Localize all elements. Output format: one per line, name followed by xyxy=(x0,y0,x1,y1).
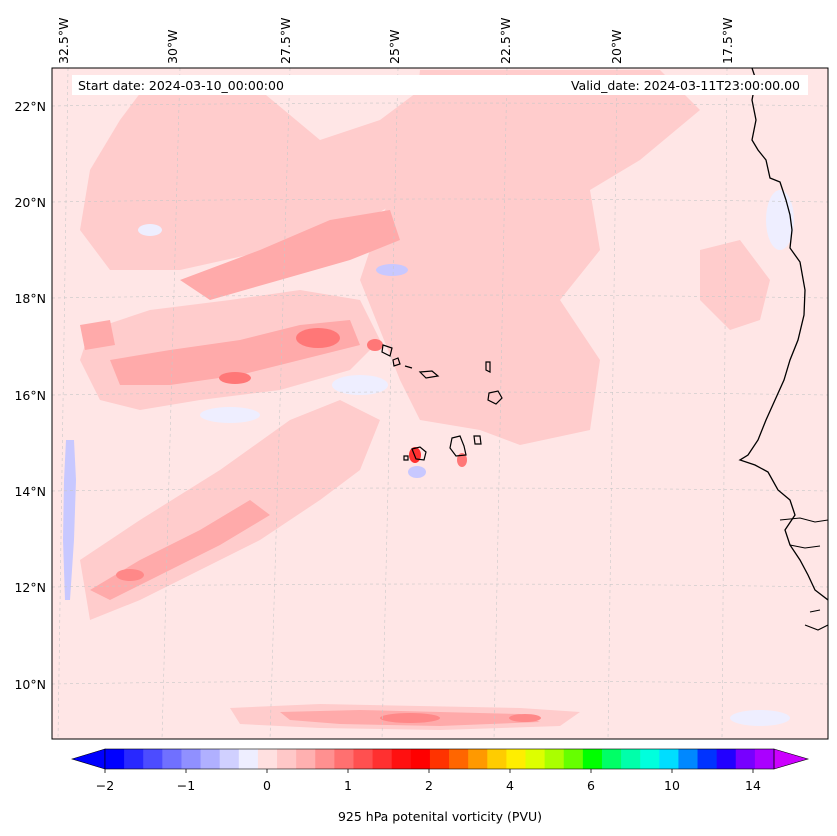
colorbar-cell xyxy=(124,749,144,769)
header-band xyxy=(72,75,808,95)
colorbar-cell xyxy=(238,749,259,769)
pv-field-mid-red-band-north xyxy=(180,210,400,300)
lat-label-2: 18°N xyxy=(14,291,46,306)
cb-tick-label-7: 10 xyxy=(664,778,680,793)
colorbar-cell xyxy=(659,749,679,769)
lat-label-3: 16°N xyxy=(14,388,46,403)
gridlines xyxy=(52,68,828,739)
pv-field-light-blue-1 xyxy=(332,375,388,395)
cb-tick-label-8: 14 xyxy=(745,778,761,793)
colorbar-cell xyxy=(601,749,622,769)
colorbar-cell xyxy=(544,749,565,769)
pv-field-strong-red-core-3 xyxy=(367,339,383,351)
cb-tick-label-0: −2 xyxy=(96,778,114,793)
cb-tick-label-1: −1 xyxy=(177,778,195,793)
colorbar-cell xyxy=(219,749,240,769)
colorbar-ticks xyxy=(104,769,754,773)
colorbar-cell xyxy=(181,749,202,769)
colorbar-cell xyxy=(563,749,584,769)
colorbar-cell xyxy=(468,749,488,769)
colorbar: −2 −1 0 1 2 4 6 10 14 925 hPa potenital … xyxy=(70,748,810,824)
longitude-labels: 32.5°W 30°W 27.5°W 25°W 22.5°W 20°W 17.5… xyxy=(56,18,735,64)
colorbar-cell xyxy=(525,749,546,769)
colorbar-title: 925 hPa potenital vorticity (PVU) xyxy=(338,809,542,824)
colorbar-cell xyxy=(143,749,163,769)
lon-label-5: 20°W xyxy=(609,29,624,64)
colorbar-cell xyxy=(754,749,775,769)
lon-label-0: 32.5°W xyxy=(56,18,71,64)
pv-field-strong-red-core-5 xyxy=(457,453,467,467)
lat-label-1: 20°N xyxy=(14,195,46,210)
colorbar-cell xyxy=(105,749,125,769)
colorbar-cell xyxy=(621,749,641,769)
lat-label-4: 14°N xyxy=(14,484,46,499)
cb-tick-label-5: 4 xyxy=(506,778,514,793)
pv-field-light-red-east-coast xyxy=(700,240,770,330)
colorbar-cell xyxy=(697,749,718,769)
pv-field-strong-red-core-7 xyxy=(509,714,541,722)
colorbar-cell xyxy=(315,749,335,769)
pv-field-light-blue-4 xyxy=(766,190,794,250)
colorbar-cell xyxy=(334,749,354,769)
pv-field-light-blue-3 xyxy=(730,710,790,726)
colorbar-cell xyxy=(716,749,737,769)
pv-field-blue-strip-west xyxy=(63,440,76,600)
map-panel xyxy=(52,68,828,739)
valid-date-text: Valid_date: 2024-03-11T23:00:00.00 xyxy=(571,78,800,93)
colorbar-cell xyxy=(372,749,393,769)
pv-field-light-red-east xyxy=(360,70,700,445)
pv-field-light-blue-2 xyxy=(200,407,260,423)
pv-field-strong-red-core-2 xyxy=(219,372,251,384)
cb-tick-label-6: 6 xyxy=(587,778,595,793)
lon-label-1: 30°W xyxy=(165,29,180,64)
colorbar-cell xyxy=(200,749,221,769)
colorbar-cell xyxy=(487,749,507,769)
lon-label-6: 17.5°W xyxy=(720,18,735,64)
colorbar-cell xyxy=(391,749,412,769)
pv-field-mid-red-patch-west xyxy=(80,320,115,350)
pv-field-strong-red-core-8 xyxy=(116,569,144,581)
cb-tick-label-4: 2 xyxy=(425,778,433,793)
lat-label-5: 12°N xyxy=(14,580,46,595)
latitude-labels: 22°N 20°N 18°N 16°N 14°N 12°N 10°N xyxy=(14,99,46,692)
start-date-text: Start date: 2024-03-10_00:00:00 xyxy=(78,78,284,93)
pv-field-blue-patch-2 xyxy=(408,466,426,478)
africa-coastline-inlet-1 xyxy=(779,517,828,631)
colorbar-max-extend xyxy=(773,748,810,770)
africa-coastline xyxy=(738,68,828,601)
colorbar-cell xyxy=(257,749,278,769)
colorbar-cells xyxy=(105,749,775,769)
pv-field-strong-red-core-1 xyxy=(296,328,340,348)
colorbar-cell xyxy=(640,749,660,769)
colorbar-cell xyxy=(735,749,756,769)
colorbar-cell xyxy=(162,749,182,769)
cape-verde-islands xyxy=(381,344,503,461)
lon-label-2: 27.5°W xyxy=(278,18,293,64)
colorbar-cell xyxy=(296,749,316,769)
pv-field-strong-red-core-6 xyxy=(380,713,440,723)
lat-label-0: 22°N xyxy=(14,99,46,114)
colorbar-cell xyxy=(353,749,374,769)
colorbar-frame xyxy=(104,748,775,770)
cb-tick-label-3: 1 xyxy=(344,778,352,793)
lat-label-6: 10°N xyxy=(14,677,46,692)
colorbar-min-extend xyxy=(70,748,106,770)
colorbar-cell xyxy=(678,749,699,769)
colorbar-cell xyxy=(429,749,450,769)
lon-label-3: 25°W xyxy=(387,29,402,64)
map-frame xyxy=(51,67,829,740)
colorbar-cell xyxy=(410,749,431,769)
colorbar-cell xyxy=(506,749,527,769)
lon-label-4: 22.5°W xyxy=(498,18,513,64)
colorbar-cell xyxy=(582,749,603,769)
pv-field-blue-patch-1 xyxy=(376,264,408,276)
pv-field-light-blue-5 xyxy=(138,224,162,236)
cb-tick-label-2: 0 xyxy=(263,778,271,793)
colorbar-cell xyxy=(449,749,469,769)
colorbar-cell xyxy=(277,749,297,769)
